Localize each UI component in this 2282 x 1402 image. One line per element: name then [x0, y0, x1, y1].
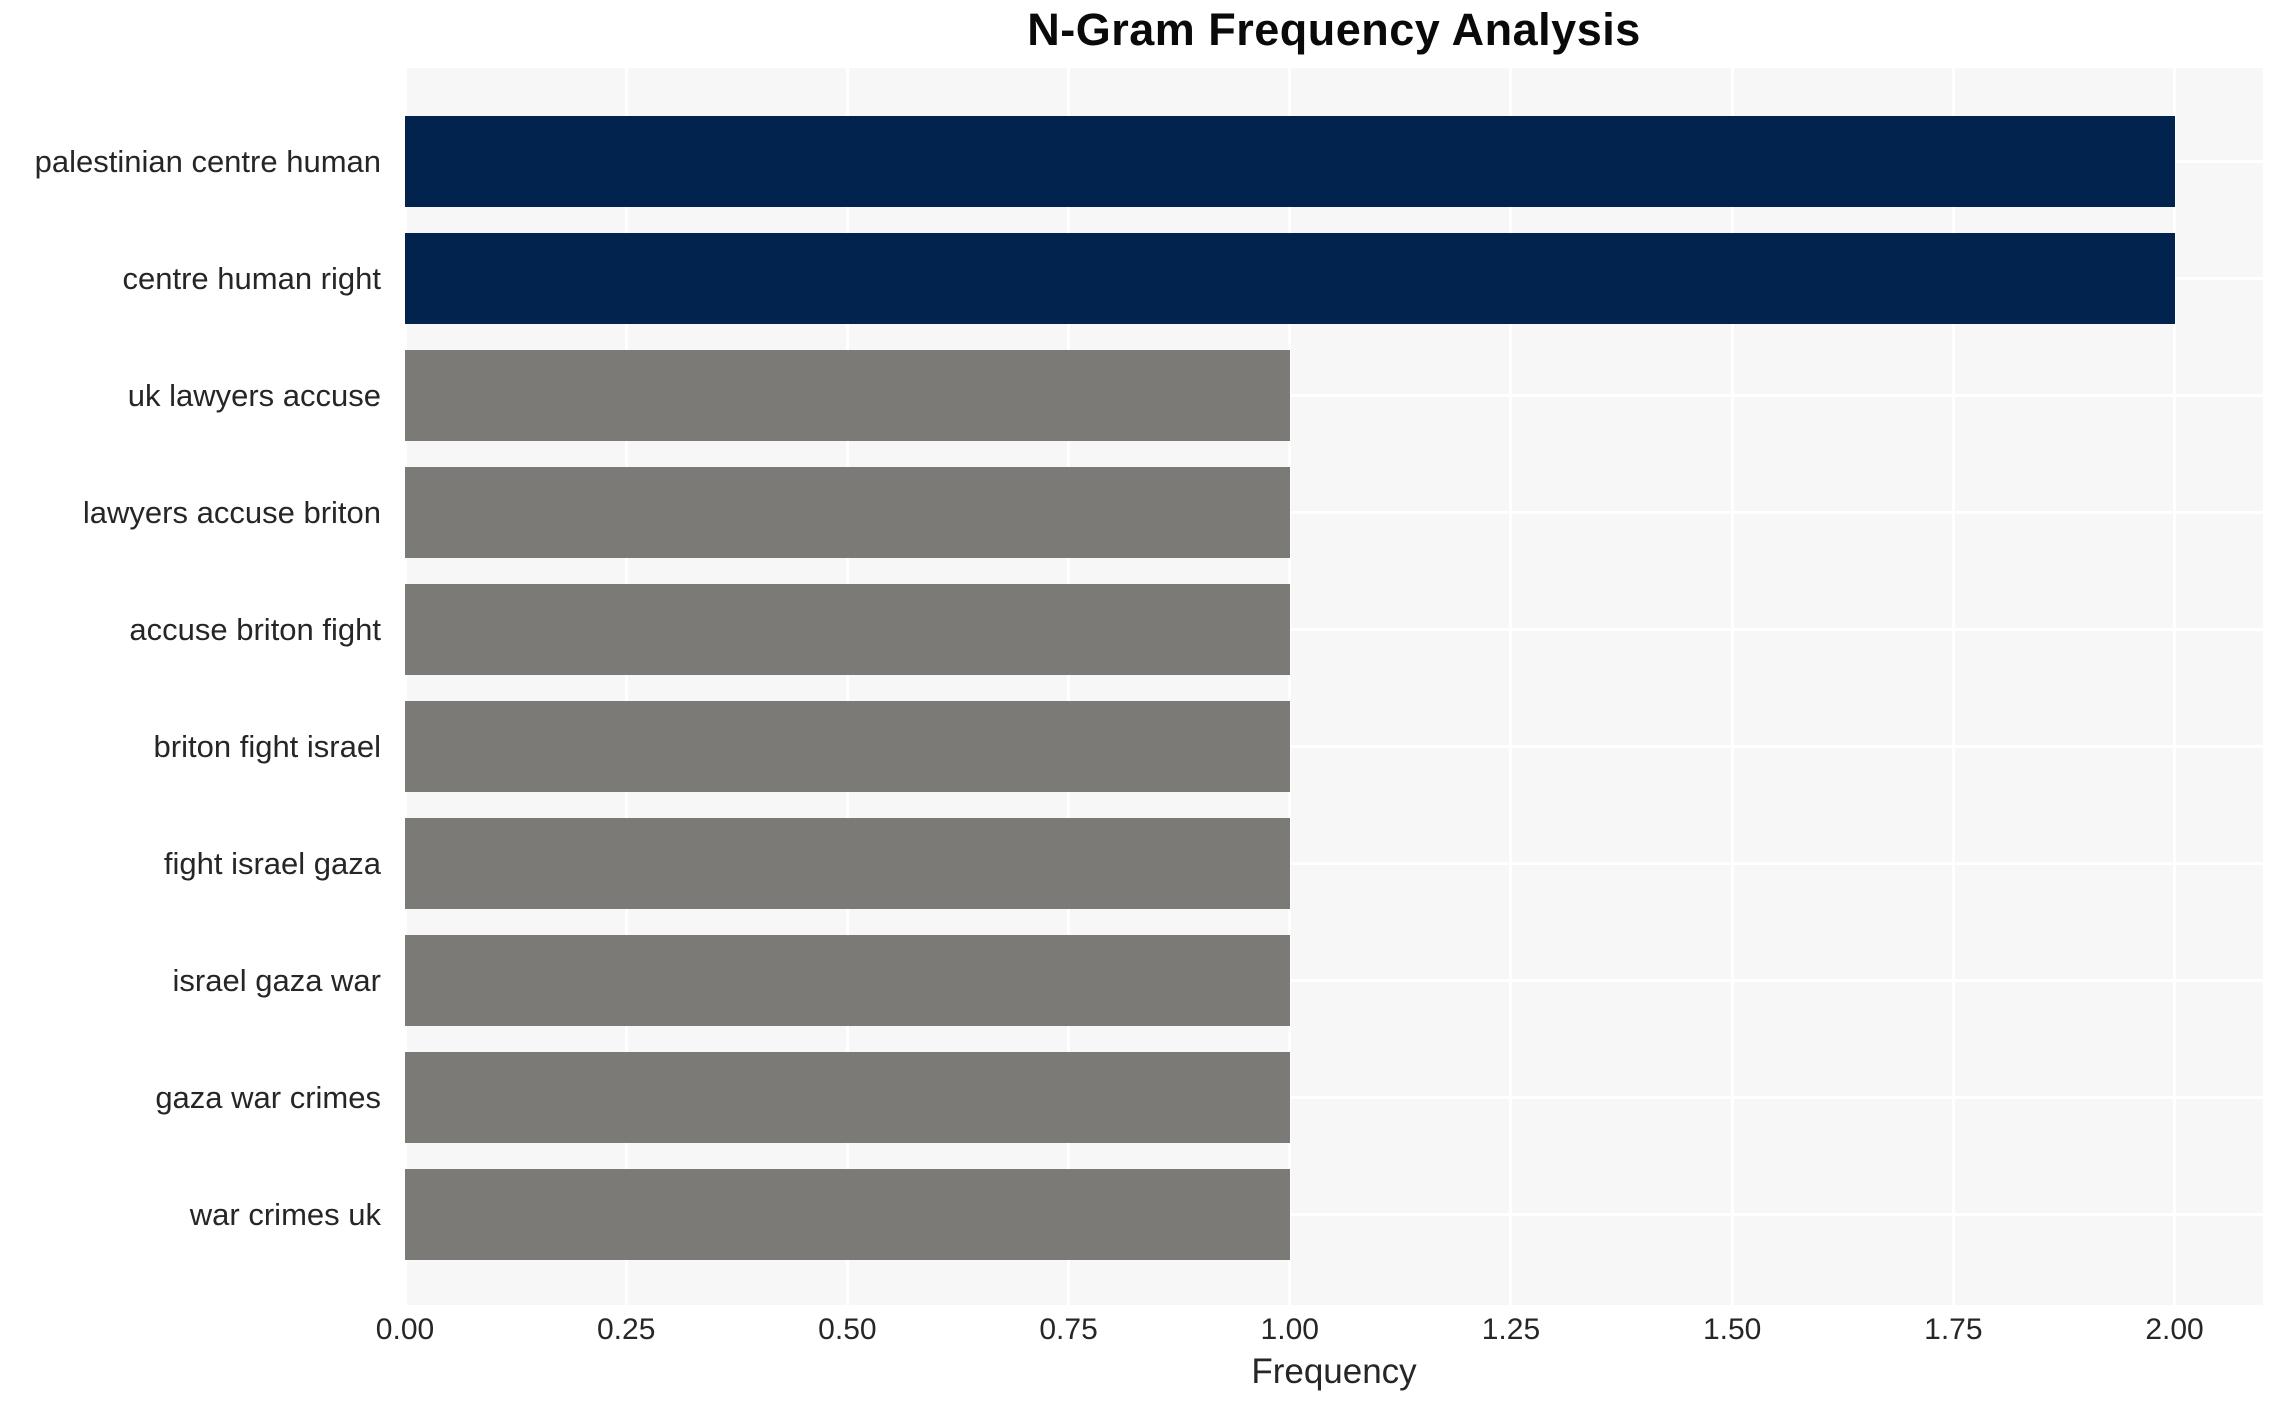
- bar-row: [405, 1039, 2263, 1156]
- bar-row: [405, 220, 2263, 337]
- bar: [405, 935, 1290, 1026]
- x-axis-title: Frequency: [1251, 1352, 1417, 1391]
- y-tick-label: centre human right: [122, 260, 381, 296]
- horizontal-gridline: [405, 1096, 2263, 1099]
- bar: [405, 818, 1290, 909]
- x-tick-label: 0.25: [596, 1313, 656, 1346]
- bar-rows: [405, 103, 2263, 1273]
- horizontal-gridline: [405, 511, 2263, 514]
- y-tick-label: uk lawyers accuse: [127, 377, 381, 413]
- x-tick-label: 2.00: [2145, 1313, 2204, 1346]
- y-axis-labels: palestinian centre human centre human rig…: [0, 68, 393, 1273]
- bar-row: [405, 571, 2263, 688]
- horizontal-gridline: [405, 745, 2263, 748]
- horizontal-gridline: [405, 628, 2263, 631]
- x-axis-ticks: 0.00 0.25 0.50 0.75 1.00 1.25 1.50 1.75 2.00: [376, 1313, 2263, 1353]
- x-tick-label: 0.75: [1039, 1313, 1098, 1346]
- x-tick-label: 1.50: [1702, 1313, 1762, 1346]
- vertical-gridline: [1288, 68, 1292, 1305]
- bar-row: [405, 805, 2263, 922]
- vertical-gridline: [1509, 68, 1513, 1305]
- bar-row: [405, 688, 2263, 805]
- vertical-gridline: [405, 68, 407, 1305]
- bar: [405, 1052, 1290, 1143]
- x-tick-label: 1.00: [1260, 1313, 1319, 1346]
- bar-row: [405, 454, 2263, 571]
- y-tick-label: fight israel gaza: [163, 845, 381, 881]
- x-tick-label: 0.00: [375, 1313, 435, 1346]
- horizontal-gridline: [405, 394, 2263, 397]
- bar: [405, 467, 1290, 558]
- horizontal-gridline: [405, 979, 2263, 982]
- bar-row: [405, 922, 2263, 1039]
- bar-row: [405, 337, 2263, 454]
- vertical-gridline: [1951, 68, 1955, 1305]
- x-tick-label: 1.75: [1924, 1313, 1983, 1346]
- vertical-gridline: [2173, 68, 2177, 1305]
- bar-row: [405, 1156, 2263, 1273]
- bar: [405, 233, 2175, 324]
- y-tick-label: briton fight israel: [153, 728, 381, 764]
- y-tick-label: accuse briton fight: [129, 611, 381, 647]
- bar: [405, 116, 2175, 207]
- y-tick-label: israel gaza war: [172, 962, 381, 998]
- y-tick-label: gaza war crimes: [155, 1079, 381, 1115]
- bar: [405, 584, 1290, 675]
- chart-title: N-Gram Frequency Analysis: [1027, 4, 1641, 55]
- x-tick-label: 0.50: [818, 1313, 877, 1346]
- vertical-gridline: [624, 68, 628, 1305]
- bar: [405, 350, 1290, 441]
- vertical-gridline: [1067, 68, 1071, 1305]
- y-tick-label: lawyers accuse briton: [82, 494, 381, 530]
- bar: [405, 1169, 1290, 1260]
- vertical-gridline: [845, 68, 849, 1305]
- bar-row: [405, 103, 2263, 220]
- y-tick-label: palestinian centre human: [34, 143, 381, 179]
- horizontal-gridline: [405, 1213, 2263, 1216]
- horizontal-gridline: [405, 862, 2263, 865]
- y-tick-label: war crimes uk: [189, 1196, 381, 1232]
- plot-area: [405, 68, 2263, 1305]
- vertical-gridline: [1730, 68, 1734, 1305]
- bar: [405, 701, 1290, 792]
- x-tick-label: 1.25: [1481, 1313, 1541, 1346]
